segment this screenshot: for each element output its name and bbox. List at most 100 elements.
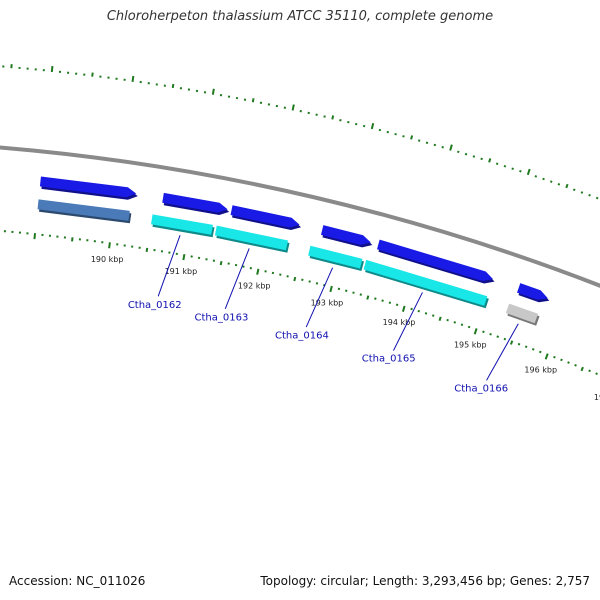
feature-ctha_0162	[150, 214, 215, 238]
inner-tick	[482, 330, 485, 334]
feature-ctha_0165	[363, 259, 489, 309]
inner-tick	[424, 312, 428, 315]
feature-arrow	[39, 176, 138, 200]
feature-body	[162, 192, 228, 213]
inner-tick	[431, 314, 435, 317]
inner-tick	[417, 309, 421, 313]
outer-tick	[572, 188, 576, 192]
inner-tick	[381, 299, 384, 302]
inner-tick	[560, 358, 563, 362]
outer-tick	[557, 183, 561, 186]
inner-tick	[293, 276, 297, 282]
outer-tick	[291, 104, 295, 111]
ruler-label: 196 kbp	[524, 365, 557, 374]
feature-body	[377, 239, 494, 281]
outer-tick	[511, 167, 514, 170]
feature-ctha_0166	[505, 303, 540, 326]
outer-tick	[402, 135, 405, 138]
inner-tick	[33, 233, 37, 240]
outer-tick	[370, 122, 375, 130]
inner-tick	[524, 345, 528, 349]
genome-summary: Topology: circular; Length: 3,293,456 bp…	[260, 574, 590, 588]
inner-tick	[145, 247, 149, 253]
inner-tick	[595, 372, 598, 375]
outer-tick	[503, 164, 507, 168]
outer-tick	[588, 193, 591, 197]
outer-tick	[417, 139, 421, 142]
outer-tick	[549, 180, 553, 183]
ruler-label: 193 kbp	[311, 298, 344, 307]
outer-tick	[331, 115, 335, 120]
feature-arrow	[517, 283, 550, 303]
ruler-label: 190 kbp	[91, 255, 124, 264]
outer-tick	[542, 177, 545, 181]
outer-tick	[211, 88, 215, 95]
outer-tick	[394, 132, 397, 136]
feature-arrow	[37, 199, 132, 224]
inner-tick	[460, 323, 464, 326]
inner-tick	[352, 291, 355, 294]
outer-tick	[495, 162, 499, 166]
ruler-label: 191 kbp	[165, 267, 198, 276]
outer-tick	[386, 130, 389, 134]
locus-label: Ctha_0163	[195, 312, 249, 323]
outer-tick	[464, 152, 468, 156]
outer-tick	[433, 143, 437, 147]
inner-tick	[401, 305, 406, 312]
outer-tick	[480, 157, 483, 161]
feature-ctha_0164	[308, 245, 364, 272]
locus-label: Ctha_0165	[362, 354, 416, 365]
inner-tick	[544, 353, 549, 360]
inner-tick	[510, 340, 514, 345]
feature-body	[230, 205, 300, 228]
feature-arrow	[162, 192, 230, 216]
inner-tick	[473, 328, 478, 335]
outer-tick	[534, 175, 538, 178]
locus-leader-line	[224, 248, 250, 310]
inner-tick	[446, 318, 449, 322]
accession-text: Accession: NC_011026	[9, 574, 146, 588]
ruler-label: 192 kbp	[238, 281, 271, 290]
inner-tick	[256, 268, 260, 275]
inner-tick	[344, 289, 348, 292]
feature-body	[320, 225, 371, 245]
inner-tick	[374, 297, 377, 300]
inner-tick	[580, 366, 584, 372]
inner-tick	[329, 285, 333, 293]
locus-label: Ctha_0162	[128, 300, 182, 311]
feature-ctha_0163	[214, 225, 290, 253]
inner-tick	[467, 325, 471, 329]
inner-tick	[438, 316, 442, 321]
outer-tick	[565, 183, 569, 189]
feature-arrow	[230, 205, 302, 230]
inner-tick	[531, 348, 535, 351]
inner-tick	[453, 321, 457, 324]
feature-body	[150, 214, 213, 235]
outer-tick	[50, 65, 54, 73]
outer-tick	[441, 146, 444, 149]
inner-tick	[496, 335, 499, 338]
ruler-label: 195 kbp	[454, 340, 487, 349]
locus-label: Ctha_0164	[275, 330, 329, 341]
ruler-labels: 190 kbp 191 kbp 192 kbp 193 kbp 194 kbp 195 k…	[91, 255, 600, 402]
inner-tick	[395, 303, 399, 307]
feature-body	[37, 199, 130, 221]
outer-tick	[131, 75, 135, 83]
locus-leader-line	[305, 267, 334, 328]
feature-body	[39, 176, 137, 198]
inner-tick	[366, 295, 370, 300]
ruler-label: 197 kbp	[594, 393, 600, 402]
outer-tick	[526, 168, 531, 176]
inner-tick	[574, 364, 577, 367]
feature-body	[214, 225, 289, 251]
map-title: Chloroherpeton thalassium ATCC 35110, co…	[106, 9, 494, 24]
outer-tick	[410, 135, 414, 140]
locus-leader-line	[486, 323, 519, 381]
outer-tick	[595, 196, 599, 200]
feature-body	[517, 283, 548, 300]
feature-body	[363, 259, 488, 306]
feature-body	[505, 303, 539, 324]
locus-label: Ctha_0166	[454, 383, 508, 394]
inner-tick	[503, 337, 507, 341]
